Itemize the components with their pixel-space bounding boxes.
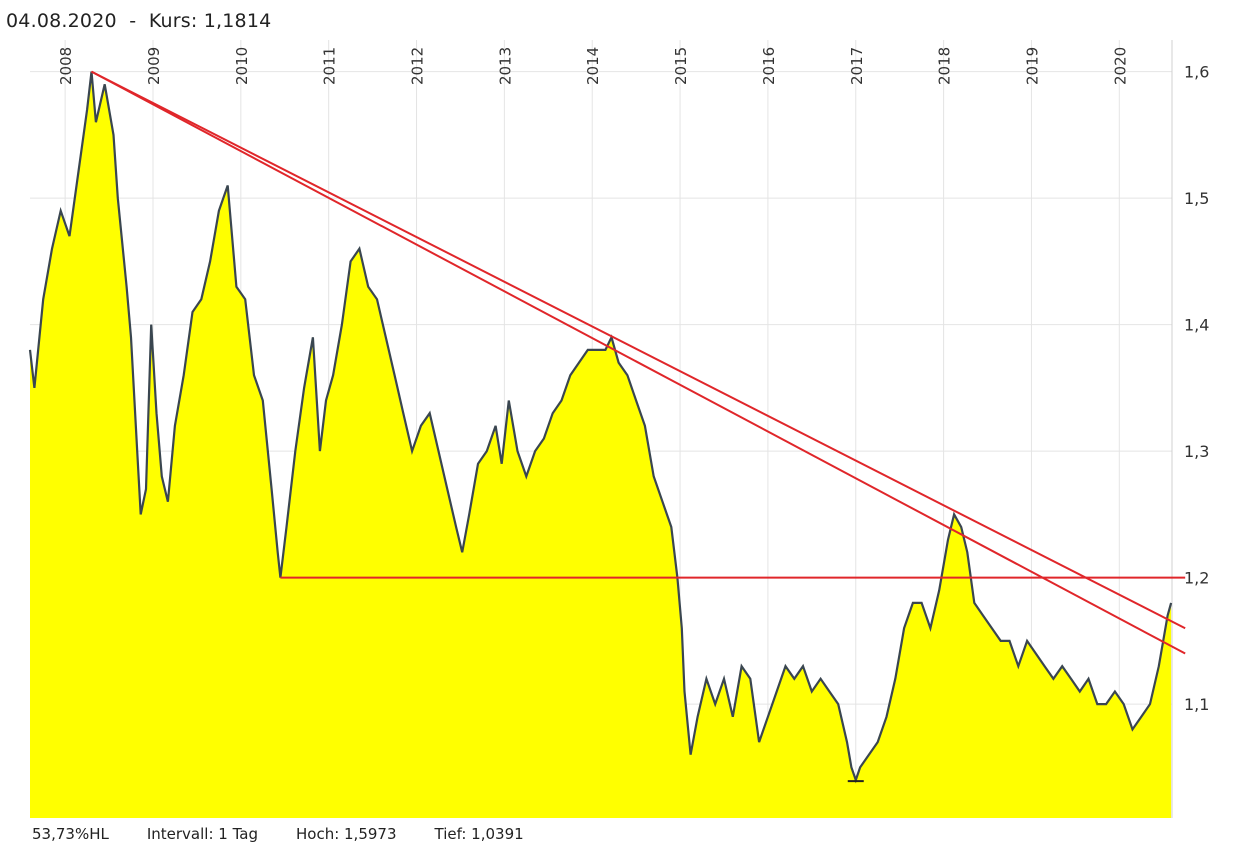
x-tick-label: 2013 bbox=[496, 47, 514, 85]
x-tick-label: 2015 bbox=[672, 47, 690, 85]
y-tick-label: 1,2 bbox=[1184, 569, 1209, 588]
x-tick-label: 2017 bbox=[848, 47, 866, 85]
x-tick-label: 2010 bbox=[233, 47, 251, 85]
x-tick-label: 2014 bbox=[584, 47, 602, 85]
x-tick-label: 2012 bbox=[409, 47, 427, 85]
low-stat: Tief: 1,0391 bbox=[434, 825, 524, 843]
y-axis-ticks: 1,6 1,5 1,4 1,3 1,2 1,1 bbox=[1184, 63, 1209, 715]
x-tick-label: 2009 bbox=[145, 47, 163, 85]
trendline bbox=[91, 70, 1186, 655]
x-axis-ticks: 2008 2009 2010 2011 2012 2013 2014 2015 2016 2017… bbox=[57, 47, 1129, 85]
y-tick-label: 1,6 bbox=[1184, 63, 1209, 82]
date-label: 04.08.2020 bbox=[6, 10, 117, 32]
price-line bbox=[28, 71, 1173, 784]
x-tick-label: 2008 bbox=[57, 47, 75, 85]
price-label: Kurs: 1,1814 bbox=[148, 10, 272, 32]
x-tick-label: 2018 bbox=[936, 47, 954, 85]
interval-stat: Intervall: 1 Tag bbox=[146, 825, 258, 843]
y-tick-label: 1,1 bbox=[1184, 695, 1209, 714]
trendline bbox=[91, 70, 1186, 630]
x-tick-label: 2011 bbox=[321, 47, 339, 85]
x-tick-label: 2016 bbox=[760, 47, 778, 85]
chart-footer: 53,73%HL Intervall: 1 Tag Hoch: 1,5973 T… bbox=[32, 825, 562, 843]
y-tick-label: 1,4 bbox=[1184, 316, 1209, 335]
header-separator: - bbox=[129, 10, 137, 32]
price-area bbox=[30, 71, 1172, 819]
high-stat: Hoch: 1,5973 bbox=[295, 825, 397, 843]
y-tick-label: 1,3 bbox=[1184, 442, 1209, 461]
trendlines bbox=[91, 70, 1186, 655]
x-tick-label: 2020 bbox=[1111, 47, 1129, 85]
hl-stat: 53,73%HL bbox=[32, 825, 109, 843]
chart-header: 04.08.2020 - Kurs: 1,1814 bbox=[6, 10, 271, 32]
x-tick-label: 2019 bbox=[1023, 47, 1041, 85]
y-tick-label: 1,5 bbox=[1184, 189, 1209, 208]
